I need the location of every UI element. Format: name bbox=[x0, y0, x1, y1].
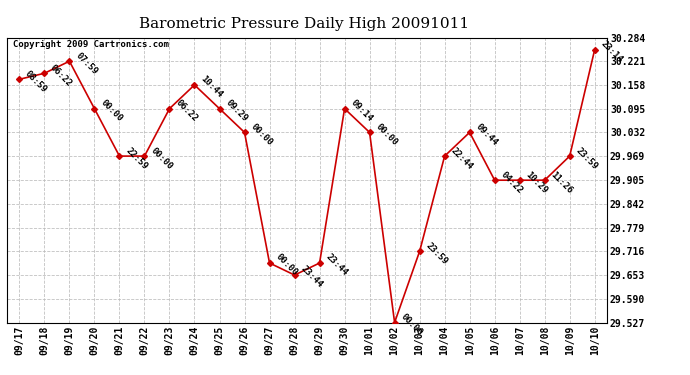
Text: 00:00: 00:00 bbox=[399, 312, 424, 338]
Text: 00:00: 00:00 bbox=[99, 98, 124, 123]
Text: 09:29: 09:29 bbox=[224, 98, 249, 123]
Text: 23:44: 23:44 bbox=[324, 252, 349, 278]
Text: 22:44: 22:44 bbox=[448, 146, 474, 171]
Text: 22:59: 22:59 bbox=[124, 146, 149, 171]
Text: 00:00: 00:00 bbox=[248, 122, 274, 147]
Text: 10:29: 10:29 bbox=[524, 170, 549, 195]
Text: 09:44: 09:44 bbox=[474, 122, 499, 147]
Text: 04:22: 04:22 bbox=[499, 170, 524, 195]
Text: 06:22: 06:22 bbox=[48, 63, 74, 88]
Text: 08:59: 08:59 bbox=[23, 69, 49, 94]
Text: 09:14: 09:14 bbox=[348, 98, 374, 123]
Text: 06:22: 06:22 bbox=[174, 98, 199, 123]
Text: Copyright 2009 Cartronics.com: Copyright 2009 Cartronics.com bbox=[13, 40, 169, 50]
Text: 10:44: 10:44 bbox=[199, 74, 224, 100]
Text: 23:59: 23:59 bbox=[424, 241, 449, 266]
Text: Barometric Pressure Daily High 20091011: Barometric Pressure Daily High 20091011 bbox=[139, 17, 469, 31]
Text: 23:14: 23:14 bbox=[599, 39, 624, 64]
Text: 07:59: 07:59 bbox=[74, 51, 99, 76]
Text: 00:00: 00:00 bbox=[374, 122, 399, 147]
Text: 23:44: 23:44 bbox=[299, 264, 324, 290]
Text: 00:00: 00:00 bbox=[274, 252, 299, 278]
Text: 00:00: 00:00 bbox=[148, 146, 174, 171]
Text: 11:26: 11:26 bbox=[549, 170, 574, 195]
Text: 23:59: 23:59 bbox=[574, 146, 599, 171]
